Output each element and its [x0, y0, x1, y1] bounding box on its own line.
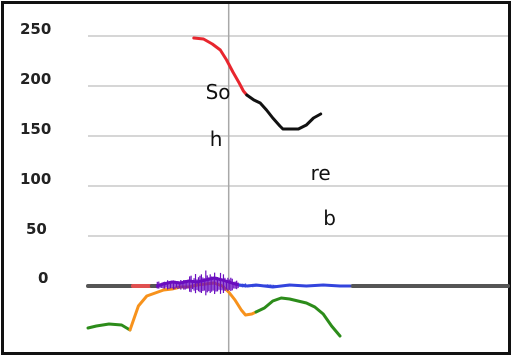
- series-line-8: [86, 322, 132, 332]
- series-line-0: [192, 36, 249, 97]
- annotation-text: So: [206, 80, 231, 104]
- annotation-text: h: [210, 127, 223, 151]
- series-line-10: [254, 296, 342, 338]
- y-tick-label: 50: [26, 220, 47, 238]
- y-tick-label: 250: [20, 20, 51, 38]
- waveform-band: [156, 270, 352, 296]
- y-axis-ticks: 250 200 150 100 50 0: [20, 20, 51, 287]
- annotation-text: re: [311, 161, 331, 185]
- y-tick-label: 100: [20, 170, 51, 188]
- series-line-1: [245, 93, 323, 131]
- y-tick-label: 0: [38, 269, 48, 287]
- annotations: So h re b: [206, 80, 336, 230]
- series-lines: [86, 36, 510, 338]
- y-tick-label: 150: [20, 120, 51, 138]
- y-tick-label: 200: [20, 70, 51, 88]
- annotation-text: b: [323, 206, 336, 230]
